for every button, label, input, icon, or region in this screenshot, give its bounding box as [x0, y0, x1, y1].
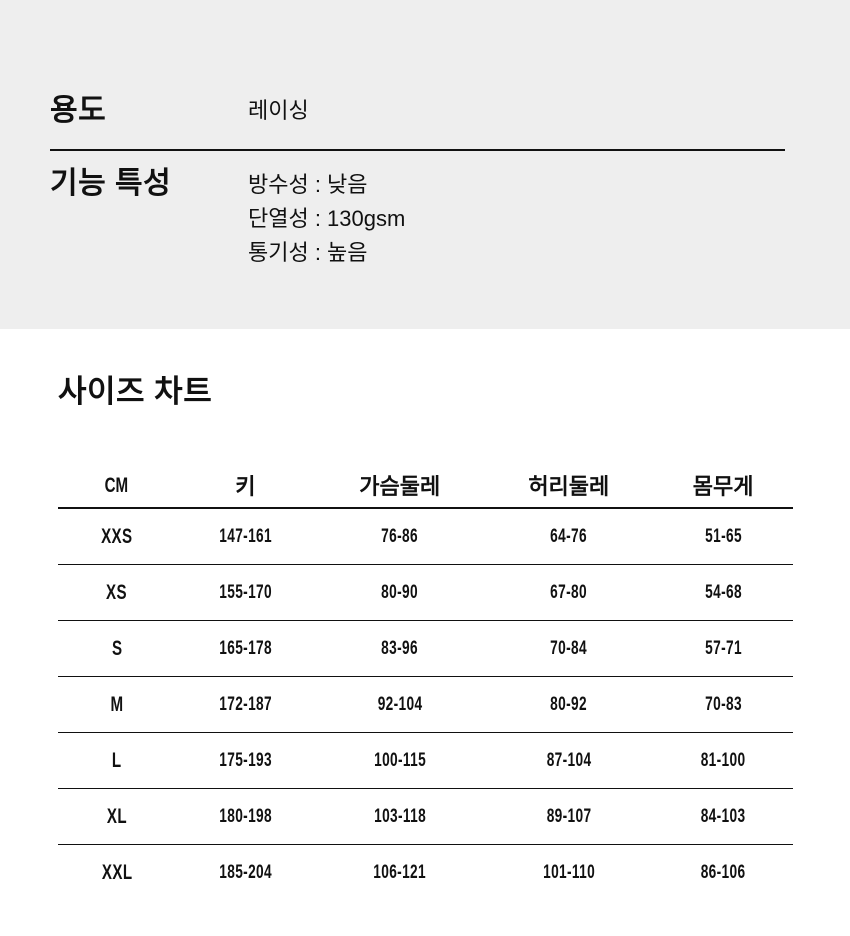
size-label: XXS [101, 524, 133, 548]
chest-range: 92-104 [377, 693, 423, 715]
waist-range: 87-104 [546, 749, 592, 771]
height-range: 180-198 [219, 805, 272, 827]
table-row: M 172-187 92-104 80-92 70-83 [58, 676, 793, 734]
height-range: 185-204 [219, 861, 272, 883]
usage-value: 레이싱 [248, 98, 309, 123]
height-range: 175-193 [219, 749, 272, 771]
table-row: XL 180-198 103-118 89-107 84-103 [58, 788, 793, 846]
chest-range: 83-96 [381, 637, 419, 659]
size-label: XS [106, 580, 128, 604]
unit-header: CM [105, 473, 129, 497]
feature-waterproof: 방수성 : 낮음 [248, 172, 368, 197]
size-label: M [110, 692, 124, 716]
weight-range: 54-68 [704, 581, 742, 603]
size-label: XXL [101, 860, 133, 884]
table-row: S 165-178 83-96 70-84 57-71 [58, 620, 793, 678]
waist-range: 70-84 [550, 637, 588, 659]
waist-range: 67-80 [550, 581, 588, 603]
waist-range: 80-92 [550, 693, 588, 715]
height-range: 165-178 [219, 637, 272, 659]
weight-range: 86-106 [700, 861, 746, 883]
chest-range: 80-90 [381, 581, 419, 603]
waist-range: 101-110 [542, 861, 595, 883]
weight-range: 51-65 [704, 525, 742, 547]
chest-range: 100-115 [373, 749, 426, 771]
table-row: XXL 185-204 106-121 101-110 86-106 [58, 845, 793, 901]
size-table-header-row: CM 키 가슴둘레 허리둘레 몸무게 [58, 462, 793, 510]
weight-range: 70-83 [704, 693, 742, 715]
spec-divider [50, 149, 785, 151]
chest-range: 103-118 [373, 805, 426, 827]
weight-range: 57-71 [704, 637, 742, 659]
col-header-weight: 몸무게 [653, 462, 793, 510]
size-table: CM 키 가슴둘레 허리둘레 몸무게 XXS 147-161 76-86 64-… [58, 462, 793, 900]
table-row: XS 155-170 80-90 67-80 54-68 [58, 564, 793, 622]
col-header-chest: 가슴둘레 [315, 462, 485, 510]
col-header-height: 키 [175, 462, 316, 510]
size-chart-section: 사이즈 차트 CM 키 가슴둘레 허리둘레 몸무게 X [0, 329, 850, 900]
spec-panel: 용도 레이싱 기능 특성 방수성 : 낮음 단열성 : 130gsm 통기성 :… [0, 0, 850, 329]
chest-range: 106-121 [373, 861, 427, 883]
size-label: L [111, 748, 122, 772]
weight-range: 84-103 [700, 805, 746, 827]
chest-range: 76-86 [381, 525, 419, 547]
features-label: 기능 특성 [50, 167, 172, 200]
table-row: XXS 147-161 76-86 64-76 51-65 [58, 508, 793, 566]
size-label: S [111, 636, 123, 660]
features-list: 방수성 : 낮음 단열성 : 130gsm 통기성 : 높음 [248, 168, 405, 270]
size-label: XL [106, 804, 127, 828]
height-range: 172-187 [219, 693, 272, 715]
height-range: 147-161 [219, 525, 272, 547]
weight-range: 81-100 [700, 749, 746, 771]
size-chart-title: 사이즈 차트 [58, 374, 213, 409]
table-row: L 175-193 100-115 87-104 81-100 [58, 732, 793, 790]
usage-label: 용도 [50, 94, 107, 127]
waist-range: 64-76 [550, 525, 588, 547]
feature-breathability: 통기성 : 높음 [248, 240, 368, 265]
col-header-waist: 허리둘레 [484, 462, 654, 510]
height-range: 155-170 [219, 581, 272, 603]
feature-insulation: 단열성 : 130gsm [248, 206, 406, 231]
waist-range: 89-107 [546, 805, 592, 827]
